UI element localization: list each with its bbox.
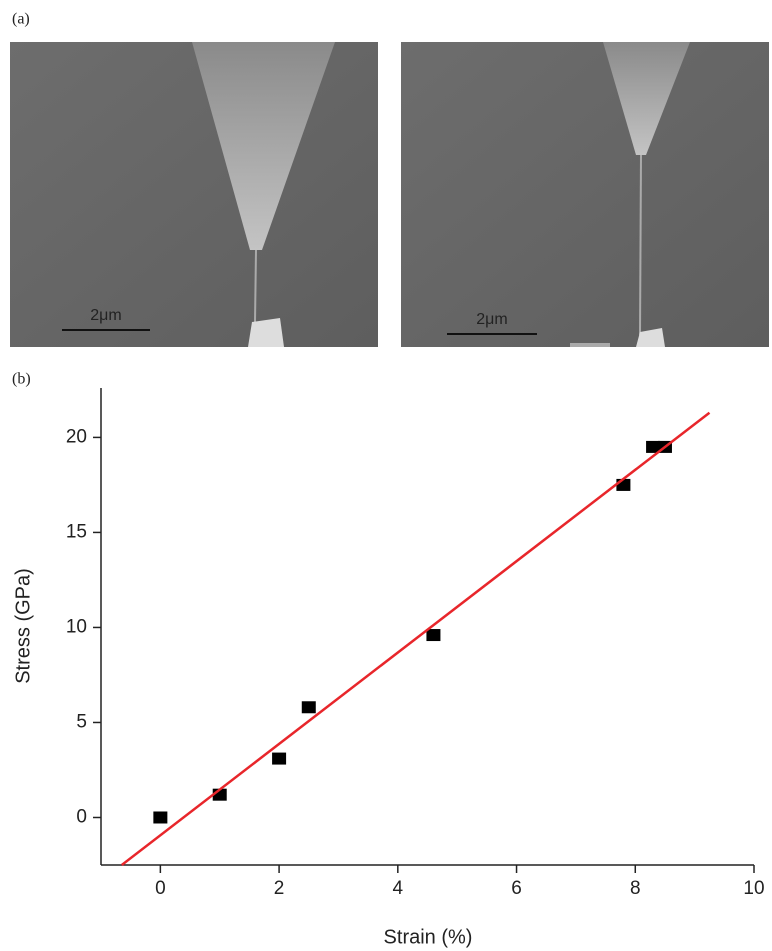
data-point <box>272 752 287 765</box>
x-tick-label: 10 <box>743 878 764 899</box>
data-point <box>616 478 631 491</box>
y-tick-label: 10 <box>66 616 87 637</box>
y-tick-label: 5 <box>76 711 87 732</box>
x-tick-label: 4 <box>393 878 404 899</box>
y-axis-label: Stress (GPa) <box>12 568 34 684</box>
data-point <box>426 629 441 642</box>
data-point <box>646 440 661 453</box>
data-point <box>153 811 168 824</box>
sem-image: 2μm <box>401 42 769 347</box>
x-tick-label: 6 <box>511 878 522 899</box>
x-tick-label: 0 <box>155 878 166 899</box>
scale-bar-label: 2μm <box>476 311 507 328</box>
x-tick-label: 2 <box>274 878 285 899</box>
x-axis-label: Strain (%) <box>384 926 473 948</box>
y-tick-label: 20 <box>66 426 87 447</box>
y-tick-label: 0 <box>76 807 87 828</box>
data-point <box>301 701 316 714</box>
x-tick-label: 8 <box>630 878 641 899</box>
scale-bar-label: 2μm <box>90 307 121 324</box>
sem-image: 2μm <box>10 42 378 347</box>
panel-label: (b) <box>12 371 31 388</box>
y-tick-label: 15 <box>66 521 87 542</box>
panel-label: (a) <box>12 11 30 28</box>
fit-line <box>121 411 711 866</box>
